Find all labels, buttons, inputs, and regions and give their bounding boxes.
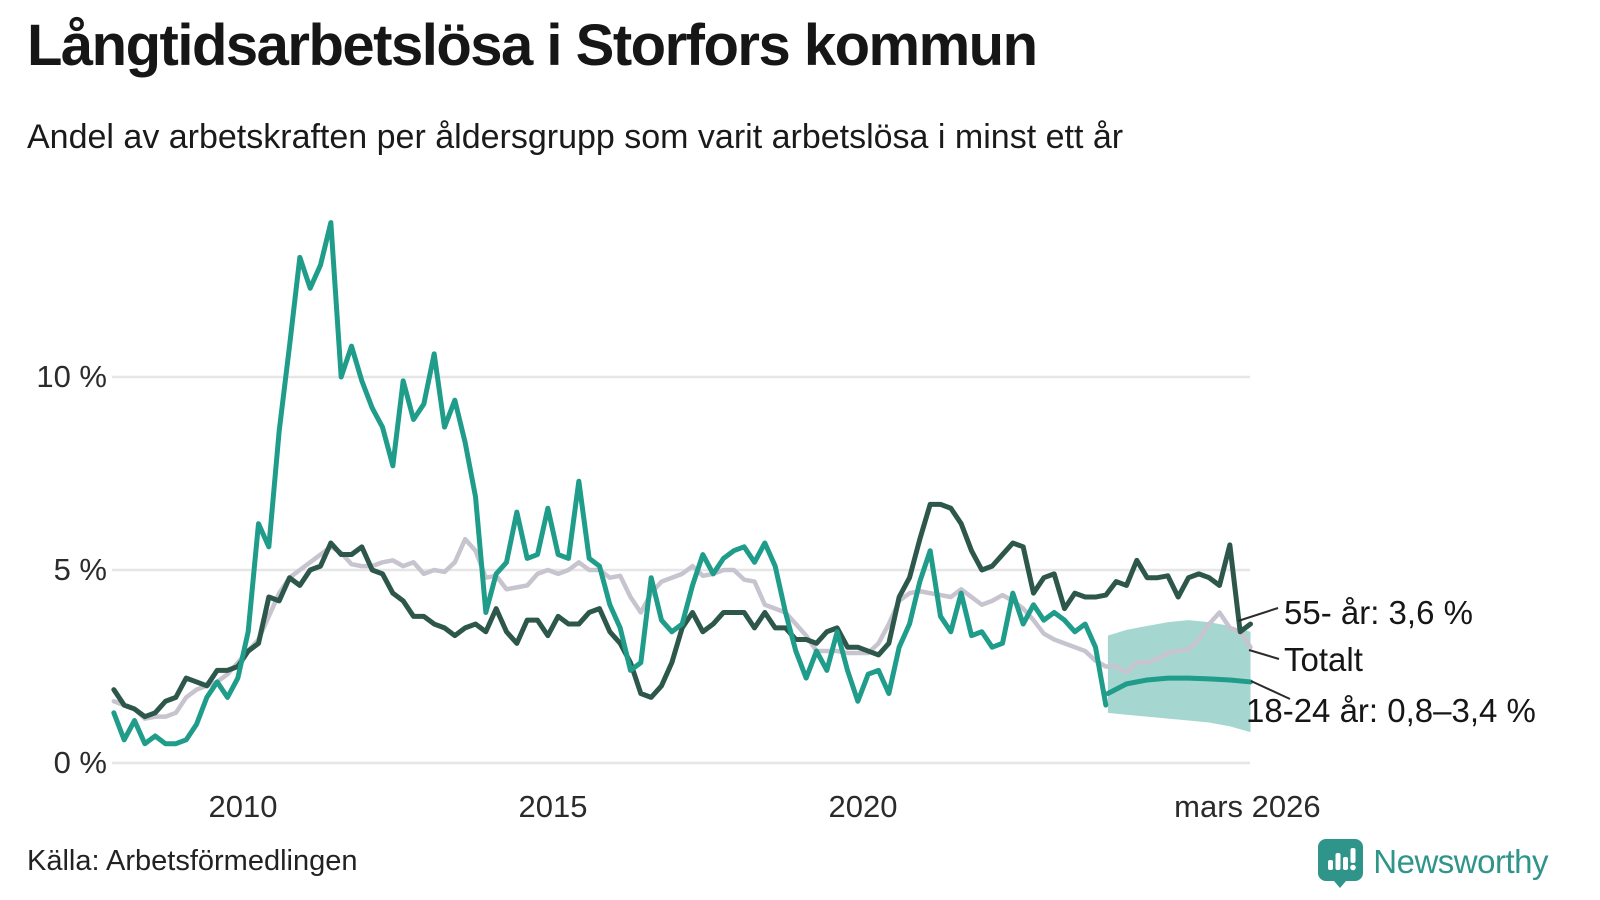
x-axis-label-2020: 2020 [828,789,898,824]
label-18-24-connector [1250,680,1291,700]
y-axis-label-0: 0 % [53,745,107,780]
series-total-line [111,536,1253,721]
y-axis-label-10: 10 % [36,359,107,394]
series-55-line [111,501,1254,720]
forecast-center-line [1105,675,1253,697]
newsworthy-icon [1318,839,1364,888]
label-18-24: 18-24 år: 0,8–3,4 % [1246,692,1536,729]
newsworthy-logo: Newsworthy [1317,836,1548,888]
label-55: 55- år: 3,6 % [1284,594,1473,631]
source-note: Källa: Arbetsförmedlingen [27,845,358,877]
label-totalt: Totalt [1284,641,1363,678]
chart-title: Långtidsarbetslösa i Storfors kommun [27,13,1038,78]
label-totalt-connector [1248,649,1280,660]
chart-subtitle: Andel av arbetskraften per åldersgrupp s… [27,118,1124,156]
label-55-connector [1237,607,1279,622]
x-axis-label-2010: 2010 [208,789,278,824]
x-axis-label-mars-2026: mars 2026 [1174,789,1321,824]
series-18-24-line [111,220,1109,747]
y-axis-label-5: 5 % [53,552,107,587]
x-axis-label-2015: 2015 [518,789,588,824]
newsworthy-wordmark: Newsworthy [1373,843,1548,880]
